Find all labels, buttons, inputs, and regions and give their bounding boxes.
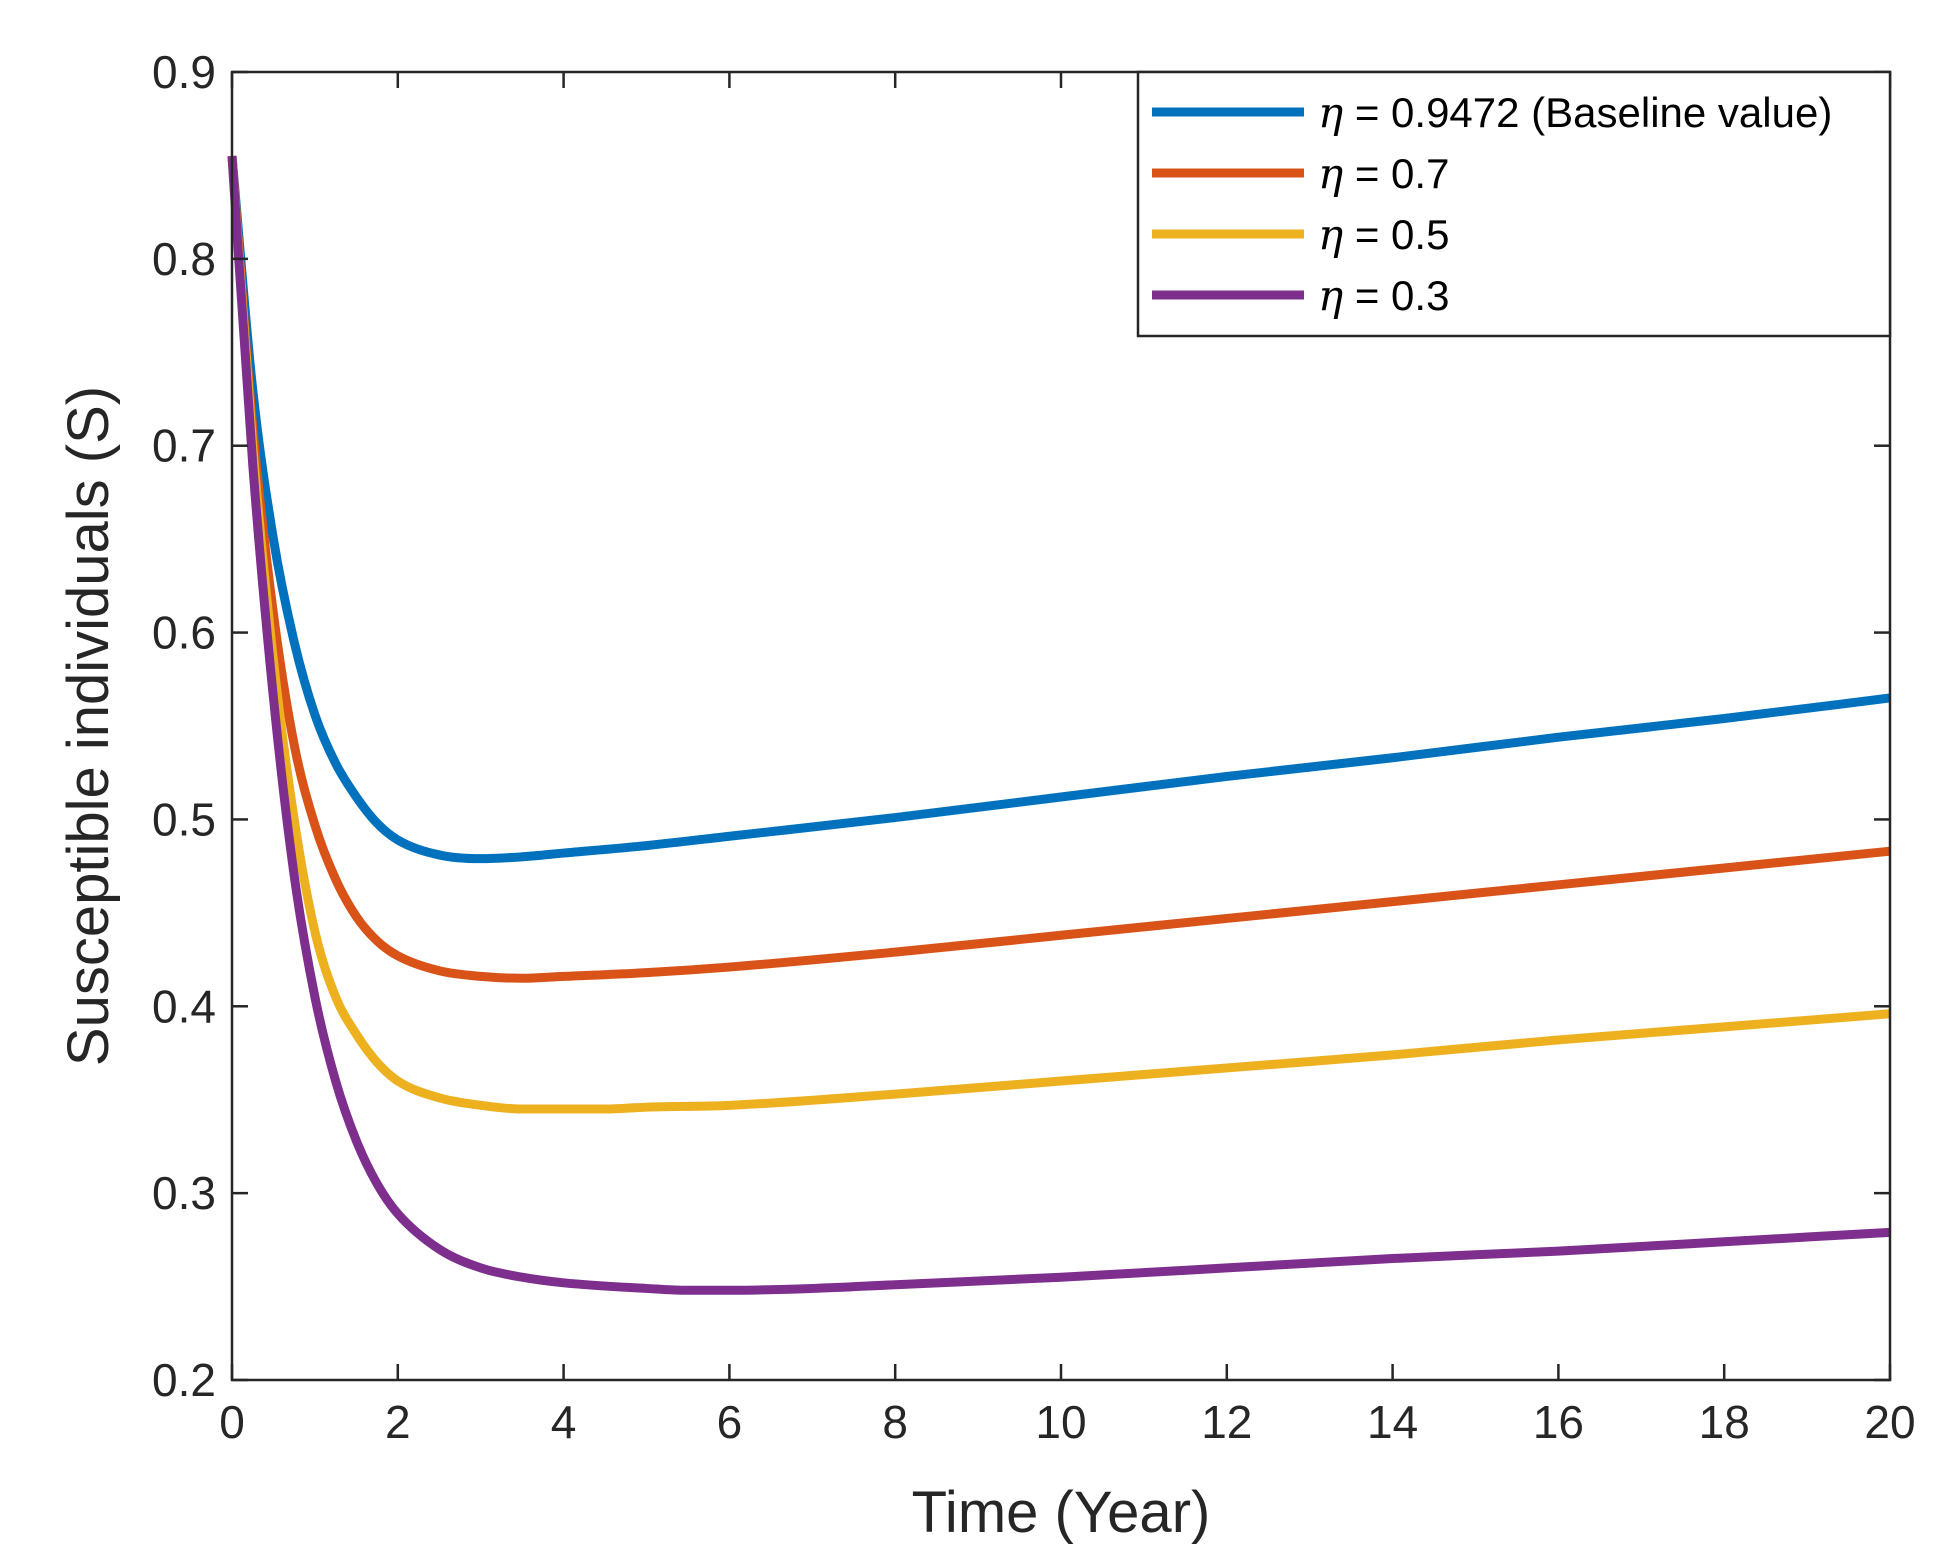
legend-entry-label: η = 0.9472 (Baseline value): [1318, 88, 1832, 137]
x-tick-label: 16: [1533, 1396, 1584, 1448]
x-tick-label: 0: [219, 1396, 245, 1448]
legend-value-text: = 0.7: [1343, 150, 1449, 197]
x-tick-label: 14: [1367, 1396, 1418, 1448]
legend-value-text: = 0.3: [1343, 272, 1449, 319]
series-line-4: [227, 155, 1891, 1295]
y-tick-label: 0.6: [152, 607, 216, 659]
x-tick-label: 20: [1864, 1396, 1915, 1448]
x-axis-label: Time (Year): [912, 1480, 1211, 1545]
legend-eta-symbol: η: [1318, 271, 1343, 320]
x-tick-label: 4: [551, 1396, 577, 1448]
legend-entry-label: η = 0.3: [1318, 271, 1449, 320]
legend-eta-symbol: η: [1318, 149, 1343, 198]
series-line-3: [227, 155, 1891, 1114]
y-tick-label: 0.2: [152, 1354, 216, 1406]
legend-value-text: = 0.9472 (Baseline value): [1343, 89, 1832, 136]
y-tick-label: 0.7: [152, 420, 216, 472]
x-tick-label: 18: [1699, 1396, 1750, 1448]
y-tick-label: 0.4: [152, 980, 216, 1032]
series-line-2: [227, 155, 1891, 983]
x-tick-label: 2: [385, 1396, 411, 1448]
series-layer: [227, 155, 1891, 1295]
y-tick-label: 0.5: [152, 793, 216, 845]
legend-eta-symbol: η: [1318, 88, 1343, 137]
y-tick-label: 0.9: [152, 46, 216, 98]
legend-entry-label: η = 0.7: [1318, 149, 1449, 198]
y-tick-label: 0.3: [152, 1167, 216, 1219]
series-line-1: [227, 155, 1891, 864]
x-tick-label: 12: [1201, 1396, 1252, 1448]
x-tick-label: 10: [1035, 1396, 1086, 1448]
axes-layer: 0 2 4 6 8 10 12 14 16 18 20 0.2 0.3 0.4 0.5 0.6 0.7 0.8 0.…: [152, 46, 1916, 1448]
x-tick-label: 8: [882, 1396, 908, 1448]
legend-entry-label: η = 0.5: [1318, 210, 1449, 259]
legend-eta-symbol: η: [1318, 210, 1343, 259]
legend-value-text: = 0.5: [1343, 211, 1449, 258]
y-axis-label: Susceptible individuals (S): [56, 386, 121, 1066]
y-tick-label: 0.8: [152, 233, 216, 285]
x-tick-label: 6: [717, 1396, 743, 1448]
legend: η = 0.9472 (Baseline value)η = 0.7η = 0.…: [1136, 70, 1892, 338]
